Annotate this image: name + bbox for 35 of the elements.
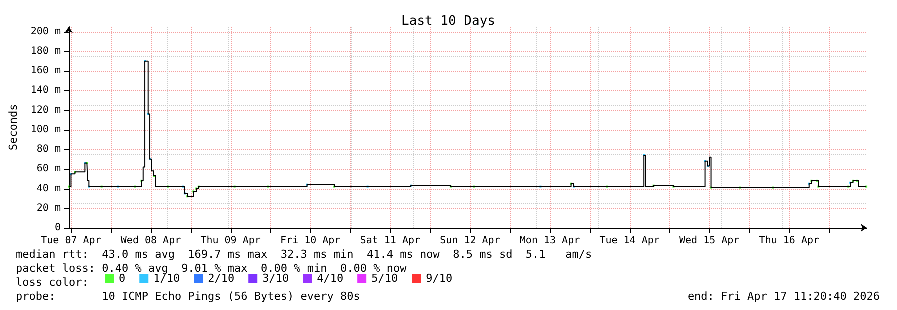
x-tick-label: Mon 13 Apr	[520, 236, 580, 246]
x-tick-label: Sun 12 Apr	[440, 236, 500, 246]
legend-label: 3/10	[262, 272, 290, 285]
legend-label: 2/10	[208, 272, 235, 285]
x-tick-label: Thu 16 Apr	[759, 236, 820, 246]
legend-label: 1/10	[154, 272, 180, 285]
legend-label: 5/10	[372, 272, 398, 285]
text: probe: 10 ICMP Echo Pings (56 Bytes) every 80s	[16, 290, 360, 303]
x-tick-label: Thu 09 Apr	[200, 236, 261, 246]
text: end: Fri Apr 17 11:20:40 2026	[688, 290, 880, 303]
y-tick-label: 120 m	[30, 104, 61, 116]
text: packet loss: 0.40 % avg 9.01 % max 0.00 % min 0.00 % now	[16, 262, 407, 275]
y-tick-label: 40 m	[36, 183, 61, 194]
x-tick-label: Sat 11 Apr	[360, 236, 421, 246]
y-tick-label: 80 m	[36, 144, 61, 156]
chart-title: Last 10 Days	[402, 14, 496, 29]
x-tick-label: Tue 07 Apr	[41, 236, 102, 246]
x-tick-label: Wed 08 Apr	[120, 236, 182, 246]
y-tick-label: 160 m	[30, 66, 61, 77]
x-tick-label: Wed 15 Apr	[680, 236, 740, 246]
x-tick-label: Tue 14 Apr	[600, 236, 660, 246]
y-tick-label: 200 m	[30, 26, 61, 38]
legend-label: 0	[119, 272, 126, 285]
y-tick-label: 180 m	[30, 46, 61, 58]
y-tick-label: 140 m	[30, 85, 61, 96]
y-axis-title: Seconds	[7, 104, 20, 151]
text: median rtt: 43.0 ms avg 169.7 ms max 32.3 ms min 41.4 ms now 8.5 ms sd 5.1 am/s	[16, 248, 592, 261]
y-tick-label: 60 m	[36, 164, 61, 175]
legend-title: loss color:	[16, 276, 89, 289]
x-tick-label: Fri 10 Apr	[280, 236, 341, 246]
y-tick-label: 100 m	[30, 124, 61, 136]
legend-label: 9/10	[426, 272, 453, 285]
legend-label: 4/10	[317, 272, 344, 285]
y-tick-label: 20 m	[36, 202, 61, 214]
y-tick-label: 0	[54, 222, 61, 234]
